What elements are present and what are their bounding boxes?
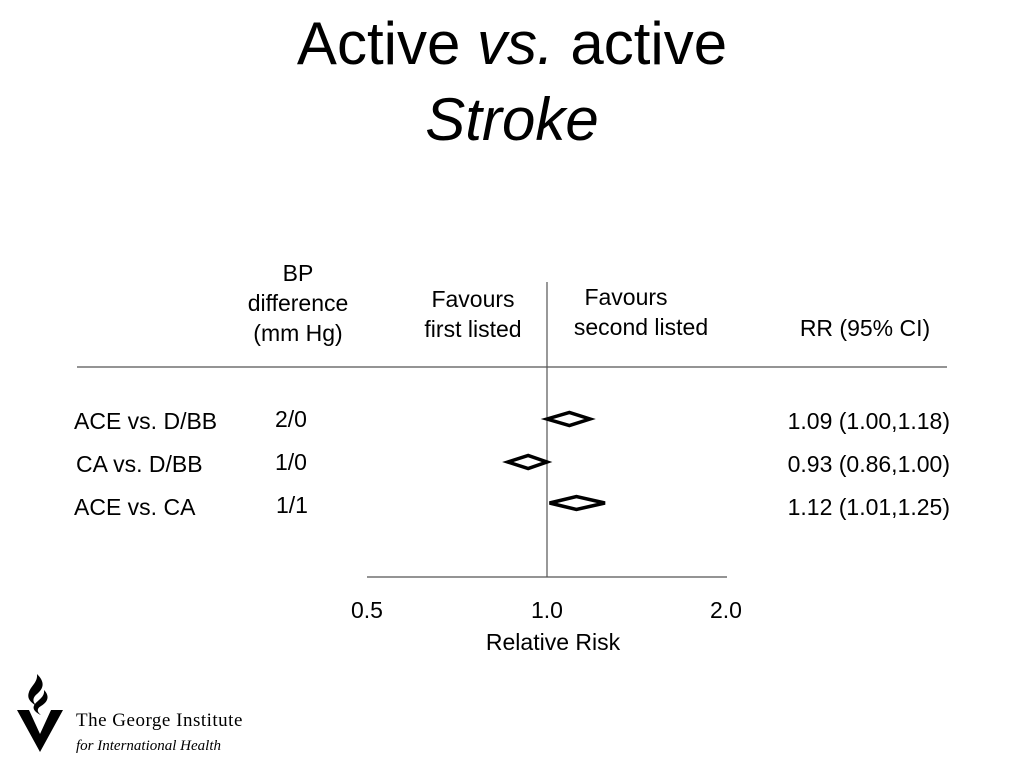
tick-label-1: 1.0 [517,595,577,625]
tick-label-2: 2.0 [696,595,756,625]
logo-name: The George Institute [76,710,243,732]
x-axis-title: Relative Risk [403,627,703,657]
tick-label-0: 0.5 [337,595,397,625]
estimate-diamond-1 [547,413,590,426]
estimate-diamond-2 [508,456,547,469]
logo-tagline: for International Health [76,737,221,755]
george-institute-logo-icon [16,672,66,754]
estimate-diamond-3 [550,497,605,510]
